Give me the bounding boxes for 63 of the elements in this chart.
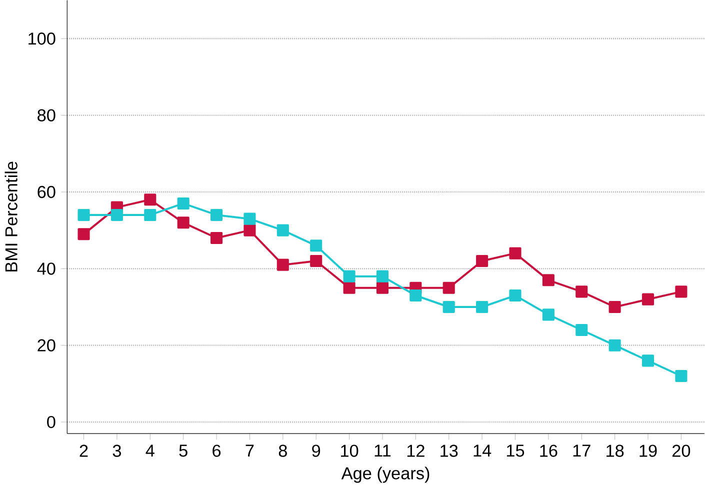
point xyxy=(442,301,455,314)
y-tick-label: 40 xyxy=(37,262,56,275)
point xyxy=(78,209,90,222)
point xyxy=(675,370,688,382)
x-tick-label: 19 xyxy=(640,444,657,458)
point xyxy=(110,209,123,222)
point xyxy=(608,340,621,352)
point xyxy=(310,240,322,252)
x-tick-label: 13 xyxy=(440,444,458,458)
point xyxy=(442,282,455,294)
y-tick-label: 20 xyxy=(38,339,56,352)
x-tick-label: 5 xyxy=(179,444,188,457)
point xyxy=(276,224,289,237)
point xyxy=(78,228,90,240)
x-tick-label: 12 xyxy=(407,444,424,457)
point xyxy=(210,209,223,222)
point xyxy=(376,282,389,294)
x-tick-label: 4 xyxy=(146,444,154,457)
point xyxy=(343,270,356,283)
point xyxy=(244,213,256,226)
y-tick-label: 60 xyxy=(38,186,56,198)
point xyxy=(144,209,156,222)
point xyxy=(542,308,554,321)
point xyxy=(276,259,289,272)
x-tick-label: 2 xyxy=(80,444,88,457)
x-tick-label: 20 xyxy=(672,444,690,458)
x-tick-label: 9 xyxy=(312,444,320,458)
point xyxy=(144,194,156,206)
point xyxy=(410,290,422,302)
point xyxy=(675,286,688,298)
point xyxy=(576,324,588,336)
point xyxy=(542,274,554,286)
x-tick-label: 17 xyxy=(573,444,590,457)
x-tick-label: 7 xyxy=(246,444,254,457)
point xyxy=(608,301,621,314)
point xyxy=(509,290,522,302)
x-tick-label: 8 xyxy=(278,444,287,458)
point xyxy=(310,255,322,268)
x-tick-label: 11 xyxy=(374,444,391,457)
x-tick-label: 15 xyxy=(506,444,524,457)
point xyxy=(642,294,654,306)
y-tick-label: 100 xyxy=(28,32,56,45)
point xyxy=(476,301,488,314)
y-axis-title: BMI Percentile xyxy=(4,162,18,272)
x-tick-label: 6 xyxy=(212,444,221,458)
x-tick-label: 18 xyxy=(606,444,624,458)
point xyxy=(576,286,588,298)
point xyxy=(244,224,256,237)
point xyxy=(476,255,488,268)
point xyxy=(642,354,654,367)
x-tick-label: 3 xyxy=(112,444,121,458)
x-tick-label: 16 xyxy=(540,444,558,458)
point xyxy=(509,248,522,260)
y-tick-label: 0 xyxy=(47,416,56,428)
x-axis-title: Age (years) xyxy=(341,466,430,484)
point xyxy=(177,198,190,210)
x-tick-label: 10 xyxy=(341,444,358,458)
y-tick-label: 80 xyxy=(38,109,56,122)
point xyxy=(376,270,389,283)
point xyxy=(177,216,190,229)
point xyxy=(343,282,356,294)
x-tick-label: 14 xyxy=(474,444,492,457)
point xyxy=(210,232,223,244)
